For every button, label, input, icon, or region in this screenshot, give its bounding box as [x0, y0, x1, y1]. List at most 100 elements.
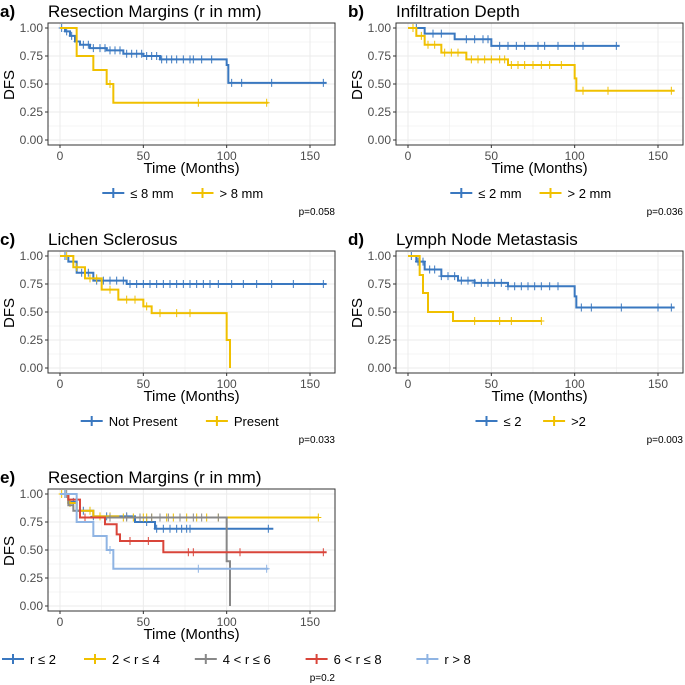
censor-mark [157, 309, 163, 318]
survival-curve [60, 493, 327, 554]
y-tick-label: 0.00 [20, 599, 44, 613]
series-≤ 2 [408, 252, 675, 312]
y-tick-label: 1.00 [368, 249, 392, 263]
legend-key [84, 654, 106, 664]
y-tick-label: 0.75 [368, 277, 392, 291]
plot-border [395, 250, 684, 374]
panel-label: d) [348, 230, 364, 249]
legend-key [80, 416, 103, 426]
censor-mark [485, 35, 491, 44]
censor-mark [471, 316, 478, 325]
x-tick-label: 100 [565, 149, 585, 163]
censor-mark [133, 280, 140, 288]
censor-mark [87, 274, 93, 283]
censor-mark [85, 40, 92, 49]
censor-mark [455, 48, 461, 57]
legend-key [102, 188, 125, 198]
x-tick-label: 150 [648, 377, 668, 391]
censor-mark [513, 41, 520, 50]
x-tick-label: 0 [405, 149, 412, 163]
x-tick-label: 0 [57, 615, 64, 629]
censor-mark [290, 280, 297, 288]
censor-mark [153, 52, 160, 60]
x-tick-label: 50 [485, 149, 499, 163]
censor-mark [445, 272, 451, 281]
censor-mark [147, 280, 153, 288]
censor-mark [238, 78, 245, 87]
censor-mark [478, 278, 485, 287]
censor-mark [265, 524, 272, 533]
censor-mark [190, 513, 197, 522]
censor-mark [173, 55, 180, 64]
legend-key [475, 416, 498, 426]
survival-curve [60, 255, 231, 368]
y-tick-label: 1.00 [20, 487, 44, 501]
survival-curve [60, 493, 269, 570]
censor-mark [430, 29, 436, 38]
censor-mark [441, 48, 448, 57]
censor-mark [525, 282, 531, 291]
panel-label: a) [0, 2, 15, 21]
series-> 8 mm [60, 27, 270, 107]
x-tick-label: 150 [300, 377, 320, 391]
censor-mark [555, 41, 561, 50]
censor-mark [538, 60, 545, 69]
x-axis-label: Time (Months) [143, 626, 239, 643]
gridlines [48, 23, 335, 145]
censor-mark [123, 295, 130, 304]
censor-mark [127, 537, 133, 546]
censor-mark [571, 41, 578, 50]
legend-item: 4 < r ≤ 6 [194, 652, 271, 667]
x-tick-label: 50 [485, 377, 499, 391]
censor-mark [113, 276, 120, 285]
censor-mark [451, 272, 458, 281]
censor-mark [263, 98, 270, 107]
censor-mark [463, 35, 470, 44]
p-value: p=0.2 [310, 673, 336, 684]
censor-mark [425, 40, 431, 49]
legend-item: >2 [543, 414, 586, 429]
censor-mark [153, 280, 160, 288]
censor-mark [253, 280, 260, 288]
censor-mark [90, 44, 97, 53]
censor-mark [546, 282, 553, 291]
censor-mark [485, 278, 491, 287]
legend-key [194, 654, 217, 664]
censor-mark [185, 548, 192, 557]
censor-mark [475, 55, 481, 64]
legend-label: > 8 mm [220, 186, 264, 201]
x-axis-label: Time (Months) [491, 388, 587, 405]
censor-mark [580, 86, 586, 95]
gridlines [396, 23, 683, 145]
y-tick-label: 0.25 [20, 105, 44, 119]
gridlines [48, 489, 335, 611]
p-value: p=0.036 [647, 207, 684, 218]
survival-curve [60, 493, 319, 519]
gridlines [48, 251, 335, 373]
censor-mark [137, 513, 143, 522]
plot-border [395, 22, 684, 146]
censor-mark [177, 513, 183, 522]
censor-mark [187, 309, 193, 318]
survival-curve [408, 27, 675, 92]
legend-label: r ≤ 2 [30, 652, 56, 667]
y-tick-label: 0.50 [368, 305, 392, 319]
y-tick-label: 0.00 [20, 133, 44, 147]
censor-mark [505, 282, 511, 291]
censor-mark [117, 46, 123, 55]
censor-mark [668, 86, 675, 95]
censor-mark [315, 513, 322, 522]
series-> 2 mm [408, 24, 675, 95]
censor-mark [501, 55, 508, 64]
x-axis-label: Time (Months) [491, 160, 587, 177]
censor-mark [541, 41, 548, 50]
censor-mark [471, 35, 478, 44]
y-tick-label: 1.00 [368, 21, 392, 35]
censor-mark [418, 31, 425, 40]
legend-item: ≤ 8 mm [102, 186, 174, 201]
censor-mark [535, 41, 541, 50]
legend: ≤ 8 mm > 8 mm [102, 186, 263, 201]
censor-mark [200, 280, 207, 288]
legend-key [191, 188, 214, 198]
series-≤ 8 mm [58, 24, 327, 87]
